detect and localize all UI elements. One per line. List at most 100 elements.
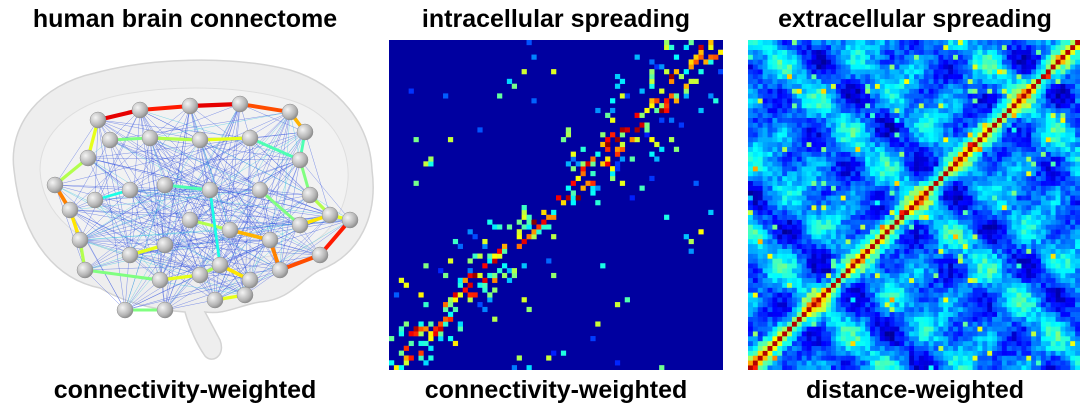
matrix-cell — [1050, 78, 1056, 84]
matrix-cell — [860, 127, 866, 133]
matrix-cell — [904, 258, 910, 264]
matrix-cell — [1011, 331, 1017, 337]
brain-node — [89, 111, 107, 129]
matrix-cell — [899, 190, 905, 196]
matrix-cell — [899, 78, 905, 84]
matrix-cell — [1050, 185, 1056, 191]
matrix-cell — [918, 64, 925, 70]
matrix-cell — [987, 234, 993, 240]
matrix-cell — [1045, 360, 1051, 366]
matrix-cell — [982, 83, 988, 89]
matrix-cell — [1001, 98, 1008, 104]
matrix-cell — [1075, 229, 1080, 235]
matrix-cell — [874, 243, 881, 249]
matrix-cell — [928, 156, 934, 162]
matrix-cell — [634, 112, 640, 118]
matrix-cell — [1036, 180, 1042, 186]
matrix-cell — [923, 78, 929, 84]
matrix-cell — [928, 253, 934, 259]
matrix-cell — [870, 214, 876, 220]
matrix-cell — [860, 209, 866, 215]
matrix-cell — [918, 112, 925, 118]
matrix-cell — [914, 88, 920, 94]
matrix-cell — [826, 146, 832, 152]
matrix-cell — [791, 180, 798, 186]
matrix-cell — [992, 103, 998, 109]
matrix-cell — [791, 263, 798, 269]
matrix-cell — [796, 243, 802, 249]
matrix-cell — [806, 287, 812, 293]
matrix-cell — [840, 316, 846, 322]
matrix-cell — [649, 175, 655, 182]
matrix-cell — [933, 141, 939, 148]
matrix-cell — [1011, 73, 1017, 80]
matrix-cell — [748, 258, 754, 264]
matrix-cell — [982, 331, 988, 337]
matrix-cell — [953, 93, 959, 99]
matrix-cell — [1060, 292, 1066, 298]
matrix-cell — [962, 209, 968, 215]
matrix-cell — [752, 297, 759, 303]
matrix-cell — [957, 224, 964, 230]
matrix-cell — [1011, 297, 1017, 303]
matrix-cell — [850, 200, 856, 206]
matrix-cell — [953, 350, 959, 356]
matrix-cell — [992, 185, 998, 191]
matrix-cell — [894, 175, 900, 182]
matrix-cell — [938, 64, 944, 70]
matrix-cell — [718, 49, 723, 55]
matrix-cell — [845, 107, 851, 114]
matrix-cell — [777, 214, 783, 220]
matrix-cell — [865, 350, 871, 356]
matrix-cell — [928, 224, 934, 230]
matrix-cell — [835, 331, 842, 337]
connection-edge — [129, 189, 191, 221]
connection-edge — [164, 184, 321, 256]
matrix-cell — [1075, 175, 1080, 182]
matrix-cell — [914, 360, 920, 366]
matrix-cell — [972, 146, 978, 152]
matrix-cell — [791, 112, 798, 118]
matrix-cell — [943, 200, 949, 206]
matrix-cell — [992, 175, 998, 182]
brain-node — [151, 271, 169, 289]
matrix-cell — [894, 185, 900, 191]
matrix-cell — [546, 258, 552, 264]
matrix-cell — [923, 146, 929, 152]
matrix-cell — [472, 253, 478, 259]
matrix-cell — [767, 340, 773, 347]
matrix-cell — [1031, 253, 1037, 259]
connection-edge — [249, 111, 291, 281]
matrix-cell — [943, 365, 949, 370]
matrix-cell — [801, 156, 807, 162]
matrix-cell — [1075, 316, 1080, 322]
matrix-cell — [928, 336, 934, 342]
matrix-cell — [953, 219, 959, 225]
matrix-cell — [982, 214, 988, 220]
matrix-cell — [1036, 243, 1042, 249]
matrix-cell — [1001, 209, 1008, 215]
matrix-cell — [987, 306, 993, 313]
matrix-cell — [840, 234, 846, 240]
matrix-cell — [1001, 107, 1008, 114]
matrix-cell — [1060, 272, 1066, 279]
matrix-cell — [816, 311, 822, 317]
matrix-cell — [845, 122, 851, 128]
matrix-cell — [982, 195, 988, 201]
matrix-cell — [801, 336, 807, 342]
matrix-cell — [899, 175, 905, 182]
matrix-cell — [987, 336, 993, 342]
matrix-cell — [1075, 243, 1080, 249]
matrix-cell — [972, 316, 978, 322]
matrix-cell — [1050, 345, 1056, 351]
matrix-cell — [997, 141, 1003, 148]
matrix-cell — [982, 350, 988, 356]
matrix-cell — [879, 234, 885, 240]
matrix-cell — [752, 185, 759, 191]
matrix-cell — [977, 326, 983, 332]
matrix-cell — [884, 107, 890, 114]
matrix-cell — [914, 350, 920, 356]
matrix-cell — [791, 141, 798, 148]
matrix-cell — [835, 355, 842, 361]
matrix-cell — [962, 127, 968, 133]
